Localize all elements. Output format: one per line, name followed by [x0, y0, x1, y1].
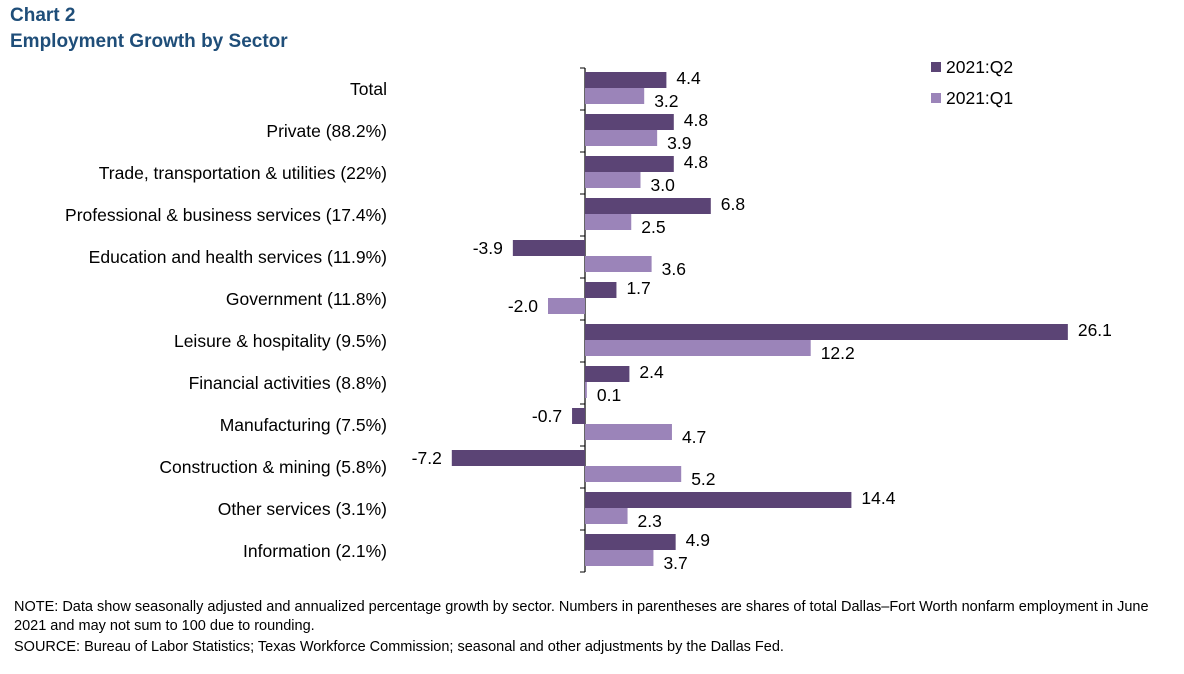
bar-q1 — [585, 424, 672, 440]
chart-number: Chart 2 — [10, 5, 76, 26]
bar-q1 — [548, 298, 585, 314]
data-label: 3.0 — [651, 175, 676, 195]
chart-source: SOURCE: Bureau of Labor Statistics; Texa… — [14, 639, 784, 655]
data-label: -3.9 — [473, 238, 503, 258]
data-label: 26.1 — [1078, 320, 1112, 340]
chart-title: Employment Growth by Sector — [10, 31, 288, 52]
chart-note: NOTE: Data show seasonally adjusted and … — [14, 599, 1149, 634]
data-label: 3.9 — [667, 133, 691, 153]
category-label: Government (11.8%) — [226, 289, 387, 309]
bar-q1 — [585, 172, 641, 188]
bar-q1 — [585, 382, 587, 398]
data-label: -7.2 — [412, 448, 442, 468]
data-label: 4.8 — [684, 110, 708, 130]
data-label: -2.0 — [508, 296, 538, 316]
category-label: Other services (3.1%) — [218, 499, 387, 519]
category-label: Leisure & hospitality (9.5%) — [174, 331, 387, 351]
bar-q1 — [585, 550, 654, 566]
bar-q2 — [451, 450, 585, 466]
category-label: Total — [350, 79, 387, 99]
legend-label: 2021:Q2 — [946, 57, 1013, 77]
data-label: 5.2 — [691, 469, 715, 489]
bar-q2 — [512, 240, 585, 256]
category-label: Education and health services (11.9%) — [89, 247, 387, 267]
data-label: 2.3 — [638, 511, 662, 531]
data-label: 6.8 — [721, 194, 745, 214]
category-label: Private (88.2%) — [266, 121, 387, 141]
category-label: Financial activities (8.8%) — [189, 373, 387, 393]
bar-q1 — [585, 214, 632, 230]
category-label: Trade, transportation & utilities (22%) — [99, 163, 387, 183]
bar-q1 — [585, 256, 652, 272]
bar-q2 — [585, 114, 674, 130]
category-label: Information (2.1%) — [243, 541, 387, 561]
data-label: 4.4 — [676, 68, 701, 88]
data-label: 4.8 — [684, 152, 708, 172]
legend-swatch — [931, 62, 941, 72]
legend-swatch — [931, 93, 941, 103]
category-label: Construction & mining (5.8%) — [159, 457, 387, 477]
bar-q2 — [585, 72, 667, 88]
data-label: 0.1 — [597, 385, 621, 405]
bar-q2 — [572, 408, 585, 424]
data-label: 3.2 — [654, 91, 678, 111]
data-label: -0.7 — [532, 406, 562, 426]
category-label: Manufacturing (7.5%) — [220, 415, 387, 435]
data-label: 2.4 — [639, 362, 664, 382]
bar-q1 — [585, 88, 645, 104]
data-label: 4.9 — [686, 530, 710, 550]
data-label: 3.6 — [662, 259, 686, 279]
data-label: 4.7 — [682, 427, 706, 447]
category-label: Professional & business services (17.4%) — [65, 205, 387, 225]
bar-q2 — [585, 366, 630, 382]
bar-q2 — [585, 156, 674, 172]
bar-q2 — [585, 198, 711, 214]
bar-q2 — [585, 492, 852, 508]
bar-q2 — [585, 282, 617, 298]
data-label: 14.4 — [861, 488, 895, 508]
bar-q1 — [585, 508, 628, 524]
data-label: 12.2 — [821, 343, 855, 363]
bar-q1 — [585, 130, 658, 146]
data-label: 1.7 — [626, 278, 650, 298]
bar-q1 — [585, 340, 811, 356]
legend-label: 2021:Q1 — [946, 88, 1013, 108]
bar-q1 — [585, 466, 682, 482]
bar-q2 — [585, 534, 676, 550]
data-label: 2.5 — [641, 217, 665, 237]
data-label: 3.7 — [663, 553, 687, 573]
bar-q2 — [585, 324, 1068, 340]
